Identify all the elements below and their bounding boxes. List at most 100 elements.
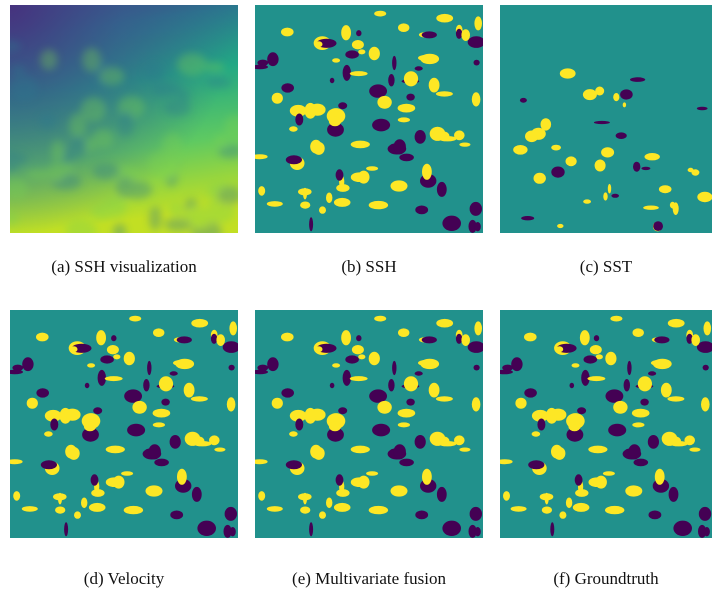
eddy-yellow <box>319 206 326 213</box>
eddy-purple <box>648 435 659 449</box>
eddy-purple <box>392 361 396 375</box>
eddy-yellow <box>534 173 546 184</box>
eddy <box>92 129 114 148</box>
panel-image <box>500 5 713 233</box>
eddy-yellow <box>655 469 665 485</box>
panel-image <box>251 310 485 538</box>
eddy-yellow <box>391 485 408 496</box>
eddy <box>116 176 135 198</box>
eddy-yellow <box>545 493 549 505</box>
eddy-purple <box>336 474 344 485</box>
eddy <box>65 220 97 240</box>
eddy-yellow <box>560 68 576 78</box>
eddy-yellow <box>701 397 710 411</box>
eddy-yellow <box>398 104 416 113</box>
eddy-yellow <box>566 498 572 509</box>
panel: (d) Velocity <box>6 310 240 588</box>
eddy-yellow <box>632 422 644 427</box>
eddy-purple <box>406 94 414 101</box>
eddy-purple <box>616 132 627 139</box>
eddy-purple <box>345 355 359 363</box>
eddy-yellow <box>84 421 96 431</box>
eddy-purple <box>633 162 640 172</box>
eddy-purple <box>345 50 359 58</box>
eddy-purple <box>456 29 462 39</box>
eddy <box>118 112 134 137</box>
eddy-purple <box>415 130 426 144</box>
eddy-yellow <box>613 401 627 414</box>
eddy <box>207 76 232 88</box>
eddy-purple <box>170 435 181 449</box>
eddy-yellow <box>590 345 602 354</box>
eddy-yellow <box>281 28 294 37</box>
eddy-yellow <box>595 160 606 172</box>
eddy-yellow <box>184 383 195 398</box>
eddy-yellow <box>177 469 187 485</box>
background <box>255 5 483 233</box>
eddy-purple <box>343 370 351 386</box>
eddy <box>40 50 57 70</box>
eddy-yellow <box>366 471 378 476</box>
eddy-yellow <box>229 321 237 335</box>
eddy-yellow <box>185 432 201 446</box>
eddy <box>144 62 165 81</box>
eddy-purple <box>161 399 169 406</box>
eddy-yellow <box>309 104 325 116</box>
eddy-yellow <box>398 409 416 418</box>
eddy-purple <box>111 335 116 341</box>
eddy-purple <box>149 444 161 459</box>
eddy-purple <box>474 60 480 66</box>
eddy-purple <box>286 460 302 469</box>
eddy-yellow <box>65 445 77 459</box>
eddy-yellow <box>13 491 20 501</box>
eddy-purple <box>356 30 361 36</box>
eddy-purple <box>170 371 178 375</box>
eddy-yellow <box>315 346 322 352</box>
eddy-yellow <box>583 199 591 203</box>
eddy-purple <box>624 379 630 391</box>
eddy-purple <box>697 341 714 353</box>
panel-image <box>6 310 240 538</box>
eddy-yellow <box>369 201 388 209</box>
eddy-yellow <box>91 489 104 497</box>
eddy-yellow <box>121 471 133 476</box>
eddy-yellow <box>610 316 622 322</box>
eddy-purple <box>537 419 545 431</box>
eddy-purple <box>406 399 414 406</box>
eddy-yellow <box>643 206 659 210</box>
eddy-purple <box>170 511 183 520</box>
eddy-purple <box>147 361 151 375</box>
eddy-yellow <box>22 506 38 512</box>
eddy-purple <box>388 379 394 391</box>
eddy-purple <box>584 355 598 363</box>
eddy-purple <box>653 221 663 231</box>
eddy-yellow <box>557 224 563 228</box>
eddy-purple <box>388 74 394 86</box>
eddy-purple <box>338 407 347 414</box>
eddy <box>70 136 86 158</box>
eddy-purple <box>251 65 268 70</box>
eddy-purple <box>594 335 599 341</box>
eddy <box>162 134 183 158</box>
eddy-purple <box>415 66 423 70</box>
eddy-yellow <box>511 506 527 512</box>
eddy-yellow <box>608 184 611 194</box>
eddy-yellow <box>588 376 606 381</box>
eddy-purple <box>251 370 268 375</box>
eddy-yellow <box>351 172 368 182</box>
eddy <box>152 83 182 97</box>
eddy-yellow <box>258 186 265 196</box>
eddy-purple <box>550 522 554 536</box>
eddy-yellow <box>332 363 340 367</box>
eddy <box>217 186 242 205</box>
eddy-yellow <box>374 11 386 17</box>
eddy-purple <box>422 31 437 38</box>
eddy-purple <box>528 460 544 469</box>
eddy-purple <box>177 336 192 343</box>
eddy-yellow <box>350 71 368 76</box>
eddy-purple <box>394 444 406 459</box>
eddy-purple <box>640 399 648 406</box>
eddy-yellow <box>497 459 513 464</box>
eddy-yellow <box>551 445 563 459</box>
eddy-purple <box>50 419 58 431</box>
